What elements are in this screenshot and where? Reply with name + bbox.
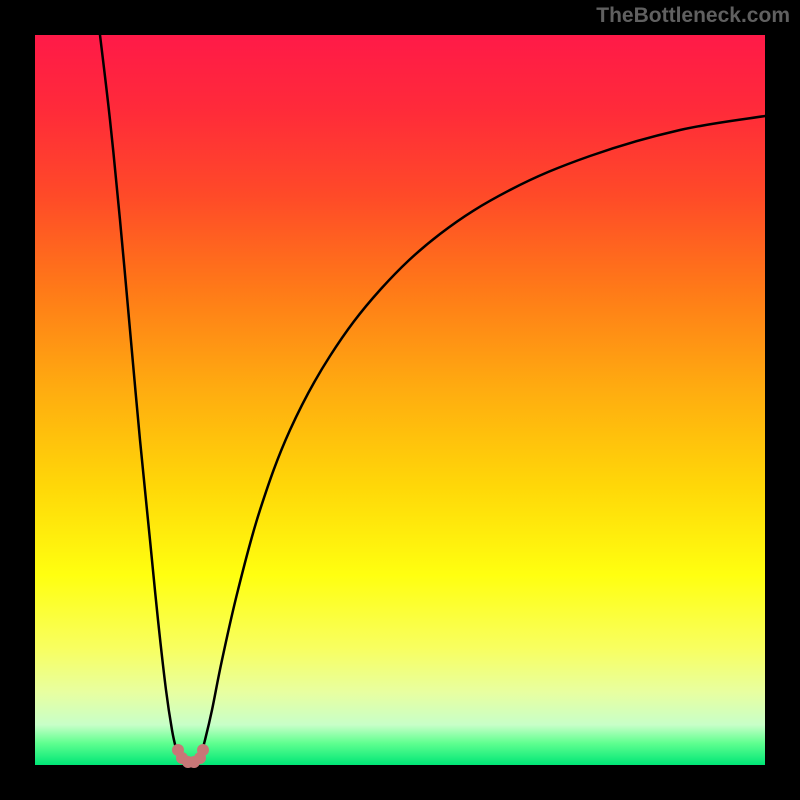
plot-background <box>35 35 765 765</box>
bottleneck-curve-chart <box>0 0 800 800</box>
chart-container: TheBottleneck.com <box>0 0 800 800</box>
cusp-marker-dot <box>197 744 209 756</box>
watermark-text: TheBottleneck.com <box>596 4 790 28</box>
